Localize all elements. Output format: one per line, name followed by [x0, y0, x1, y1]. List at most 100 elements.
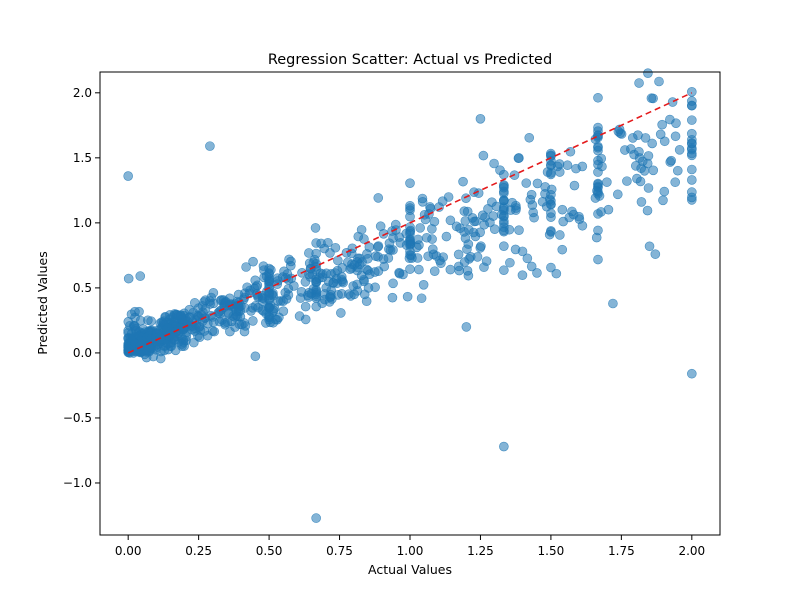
data-point: [577, 220, 588, 231]
points-layer: [123, 68, 697, 523]
data-point: [415, 223, 425, 233]
data-point: [387, 292, 398, 303]
data-point: [275, 296, 286, 306]
data-point: [499, 203, 509, 214]
data-point: [499, 241, 509, 251]
data-point: [169, 332, 180, 342]
data-point: [159, 316, 169, 327]
data-point: [405, 178, 415, 188]
data-point: [394, 268, 405, 279]
data-point: [284, 254, 294, 265]
x-axis-label: Actual Values: [368, 562, 452, 577]
data-point: [404, 253, 415, 264]
data-point: [294, 311, 305, 321]
data-point: [521, 178, 532, 188]
data-point: [155, 353, 166, 364]
data-point: [123, 273, 134, 284]
x-tick-label: 1.00: [397, 544, 424, 558]
data-point: [405, 240, 415, 250]
data-point: [593, 225, 603, 236]
data-point: [405, 200, 415, 211]
data-point: [123, 317, 134, 327]
y-tick-label: 2.0: [73, 86, 92, 100]
data-point: [687, 192, 697, 203]
data-point: [592, 186, 602, 196]
data-point: [186, 324, 197, 335]
data-point: [135, 341, 145, 351]
data-point: [593, 141, 603, 152]
data-point: [413, 234, 423, 245]
data-point: [239, 318, 249, 328]
data-point: [687, 138, 697, 148]
data-point: [657, 119, 667, 130]
data-point: [251, 282, 261, 292]
y-tick-label: −0.5: [63, 411, 92, 425]
data-point: [311, 248, 321, 259]
data-point: [608, 298, 618, 309]
data-point: [206, 292, 217, 303]
data-point: [636, 197, 647, 207]
data-point: [475, 114, 486, 124]
y-tick-label: 0.5: [73, 281, 92, 295]
data-point: [244, 288, 255, 299]
data-point: [326, 289, 336, 300]
data-point: [373, 241, 384, 251]
data-point: [418, 280, 429, 290]
data-point: [644, 241, 655, 252]
data-point: [546, 262, 556, 273]
data-point: [613, 126, 624, 137]
data-point: [264, 290, 274, 301]
data-point: [499, 265, 509, 276]
x-tick-label: 0.25: [185, 544, 212, 558]
data-point: [427, 244, 438, 254]
data-point: [634, 146, 644, 157]
data-point: [363, 253, 373, 264]
data-point: [554, 167, 565, 177]
data-point: [687, 128, 697, 139]
data-point: [437, 196, 448, 207]
data-point: [666, 155, 676, 166]
data-point: [172, 310, 182, 320]
data-point: [472, 252, 483, 262]
data-point: [363, 265, 373, 276]
data-point: [278, 306, 289, 316]
data-point: [402, 291, 413, 302]
data-point: [202, 330, 213, 341]
data-point: [356, 270, 367, 281]
data-point: [487, 197, 497, 207]
data-point: [517, 270, 528, 280]
data-point: [264, 273, 274, 283]
data-point: [388, 245, 398, 255]
data-point: [182, 316, 193, 327]
data-point: [571, 163, 581, 174]
data-point: [445, 264, 456, 275]
data-point: [308, 284, 319, 294]
data-point: [311, 513, 321, 523]
data-point: [525, 194, 536, 205]
data-point: [135, 271, 146, 281]
data-point: [454, 265, 465, 276]
data-point: [510, 244, 521, 255]
data-point: [593, 155, 603, 166]
data-point: [643, 183, 654, 193]
data-point: [603, 204, 614, 215]
data-point: [295, 293, 306, 303]
data-point: [567, 206, 577, 217]
data-point: [268, 305, 279, 315]
data-point: [328, 278, 339, 288]
data-point: [524, 132, 535, 143]
x-tick-label: 0.75: [326, 544, 353, 558]
data-point: [565, 146, 576, 157]
data-point: [499, 441, 509, 452]
data-point: [241, 262, 251, 272]
reference-line: [127, 92, 693, 354]
data-point: [388, 278, 398, 289]
data-point: [528, 207, 538, 218]
data-point: [672, 165, 683, 176]
data-point: [166, 341, 177, 352]
data-point: [311, 238, 321, 248]
data-point: [602, 177, 612, 187]
data-point: [336, 308, 346, 318]
data-point: [364, 242, 375, 252]
